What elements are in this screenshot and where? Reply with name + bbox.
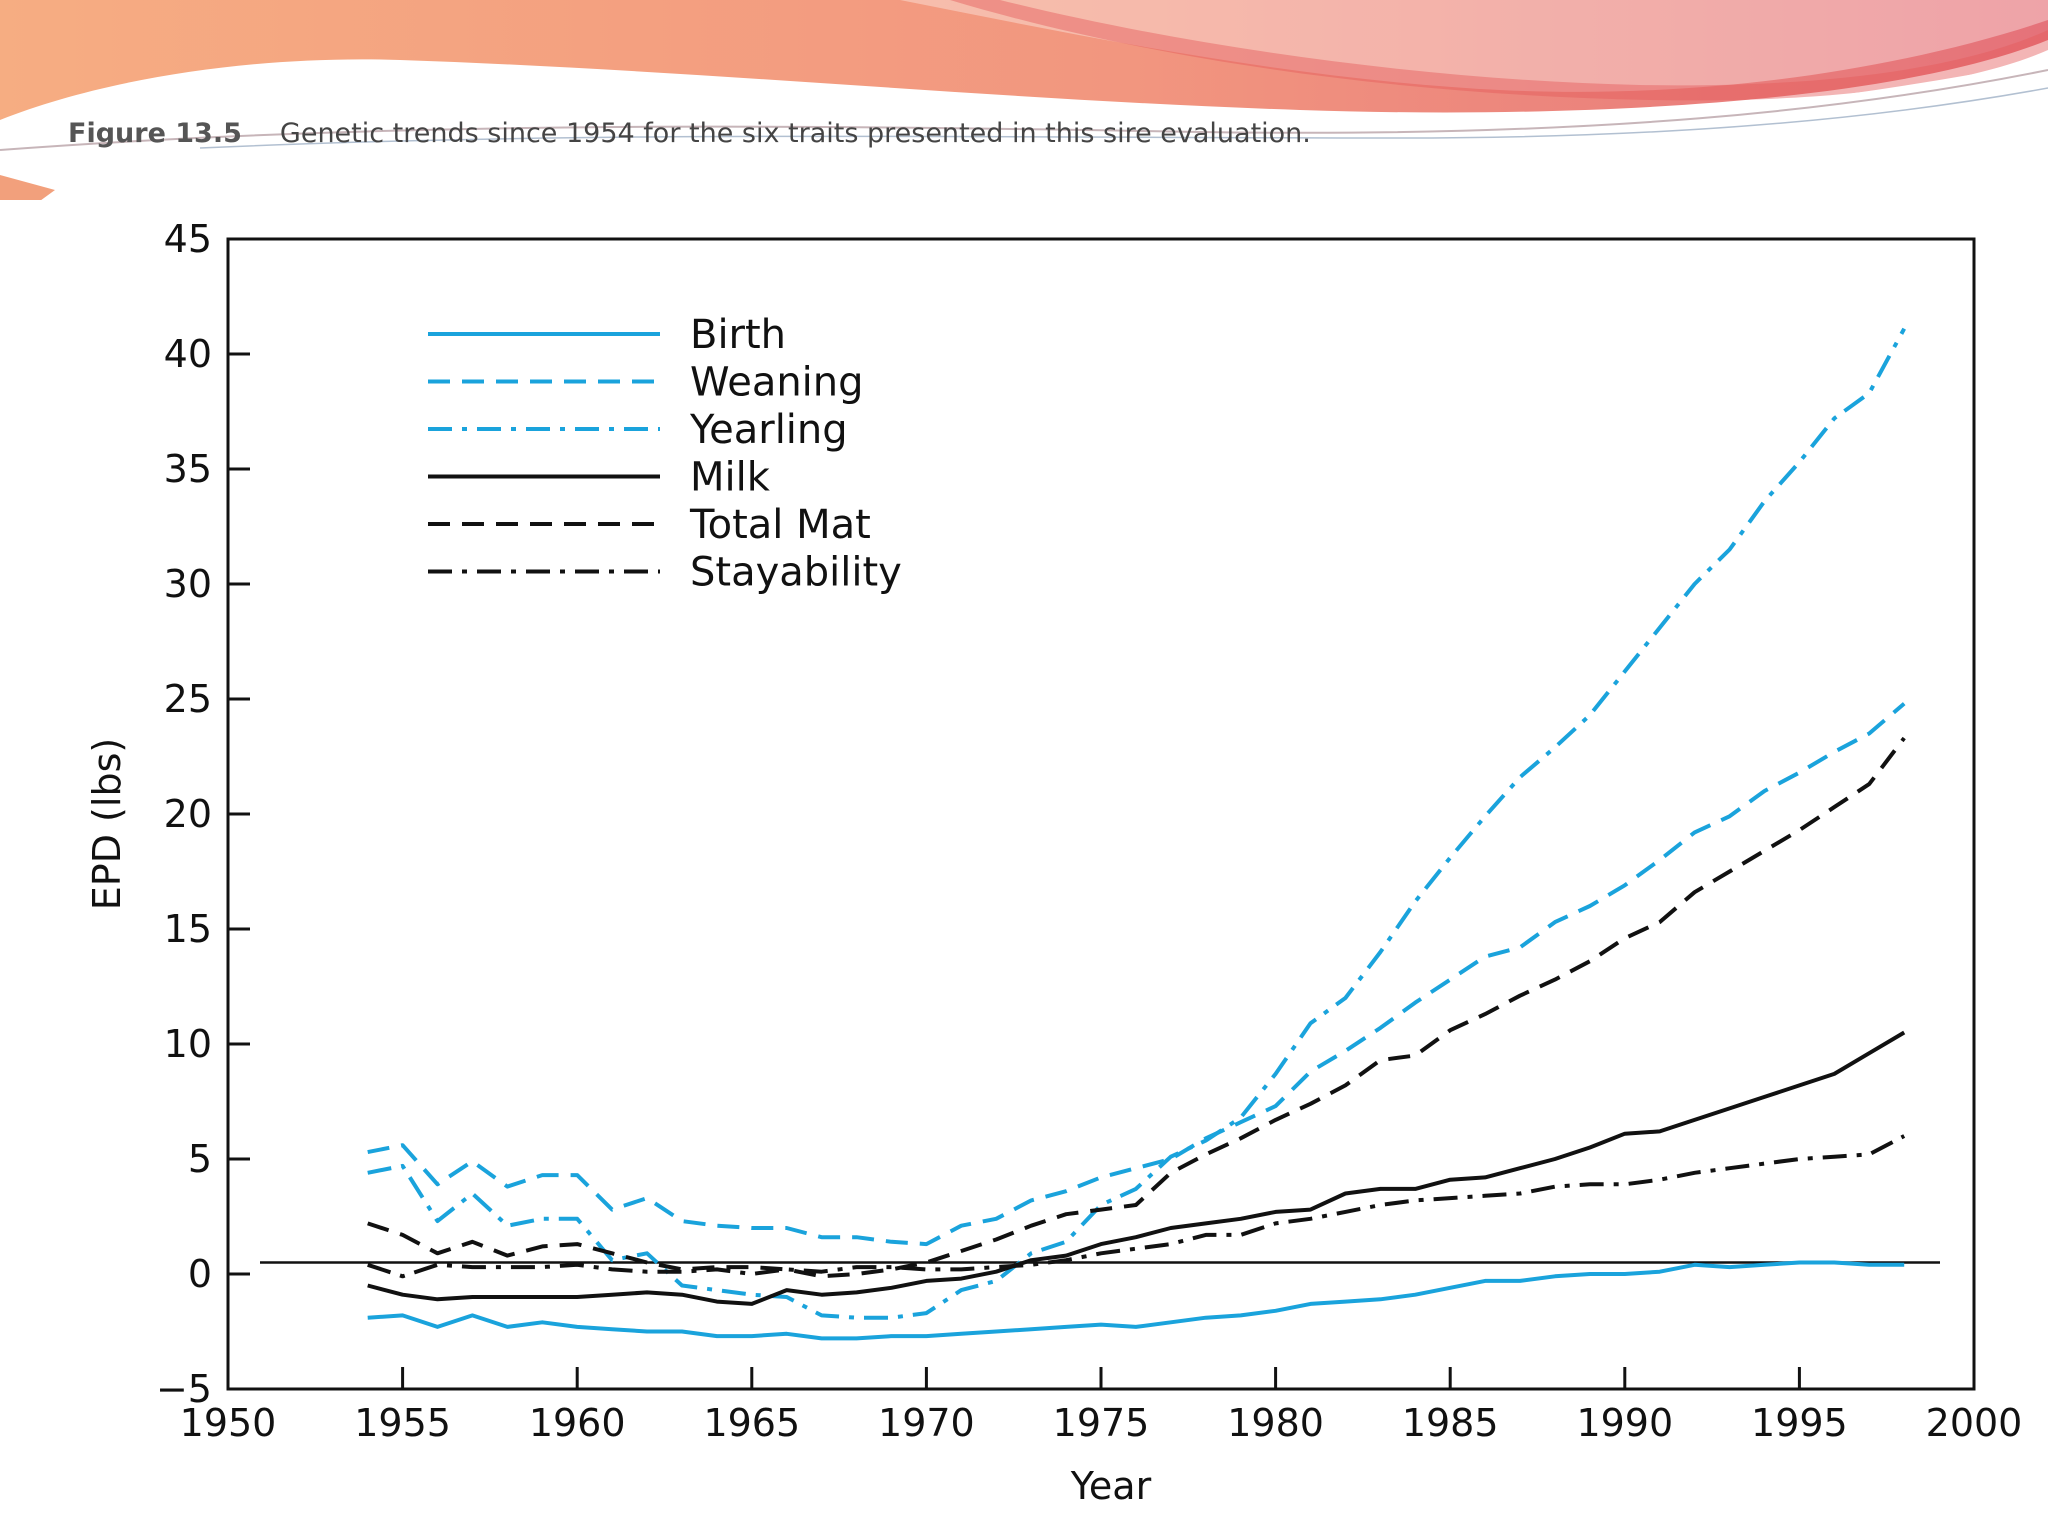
y-tick-label: 20 <box>164 792 212 836</box>
x-tick-label: 1950 <box>180 1401 277 1445</box>
series-line-milk <box>367 1030 1906 1306</box>
figure-caption: Figure 13.5 Genetic trends since 1954 for… <box>68 118 1311 149</box>
y-tick-label: 25 <box>164 677 212 721</box>
series-line-stayability <box>367 1134 1906 1279</box>
figure-caption-text: Genetic trends since 1954 for the six tr… <box>279 118 1311 149</box>
y-tick-label: −5 <box>156 1367 212 1411</box>
series-line-yearling <box>367 327 1906 1320</box>
y-tick-label: 0 <box>188 1252 212 1296</box>
x-tick-label: 1990 <box>1576 1401 1673 1445</box>
y-tick-label: 40 <box>164 332 212 376</box>
y-tick-label: 30 <box>164 562 212 606</box>
series-lines <box>367 327 1906 1341</box>
x-tick-label: 1995 <box>1751 1401 1848 1445</box>
legend-label-birth: Birth <box>690 312 786 358</box>
x-tick-label: 1980 <box>1227 1401 1324 1445</box>
legend-label-total-mat: Total Mat <box>689 502 871 548</box>
figure-caption-label: Figure 13.5 <box>68 118 242 149</box>
y-tick-label: 5 <box>188 1137 212 1181</box>
y-tick-label: 15 <box>164 907 212 951</box>
y-tick-label: 10 <box>164 1022 212 1066</box>
x-tick-label: 1965 <box>703 1401 800 1445</box>
header-banner <box>0 0 2048 200</box>
plot-frame <box>226 237 1976 1391</box>
y-tick-label: 45 <box>164 217 212 261</box>
x-tick-label: 1960 <box>529 1401 626 1445</box>
y-tick-label: 35 <box>164 447 212 491</box>
x-tick-label: 1970 <box>878 1401 975 1445</box>
legend-label-stayability: Stayability <box>690 550 902 596</box>
x-tick-label: 1985 <box>1402 1401 1499 1445</box>
y-axis-title: EPD (lbs) <box>85 738 129 910</box>
x-tick-label: 1955 <box>354 1401 451 1445</box>
legend-label-milk: Milk <box>690 455 771 501</box>
axes: 1950 1955 1960 1965 1970 1975 1980 1985 1990 1995… <box>85 217 2022 1508</box>
x-tick-label: 2000 <box>1926 1401 2023 1445</box>
x-axis-title: Year <box>1070 1464 1152 1508</box>
x-tick-label: 1975 <box>1053 1401 1150 1445</box>
series-line-total-mat <box>367 736 1906 1279</box>
series-line-birth <box>367 1260 1905 1341</box>
series-line-weaning <box>367 702 1906 1247</box>
legend-label-weaning: Weaning <box>690 360 864 406</box>
legend-label-yearling: Yearling <box>689 407 848 453</box>
